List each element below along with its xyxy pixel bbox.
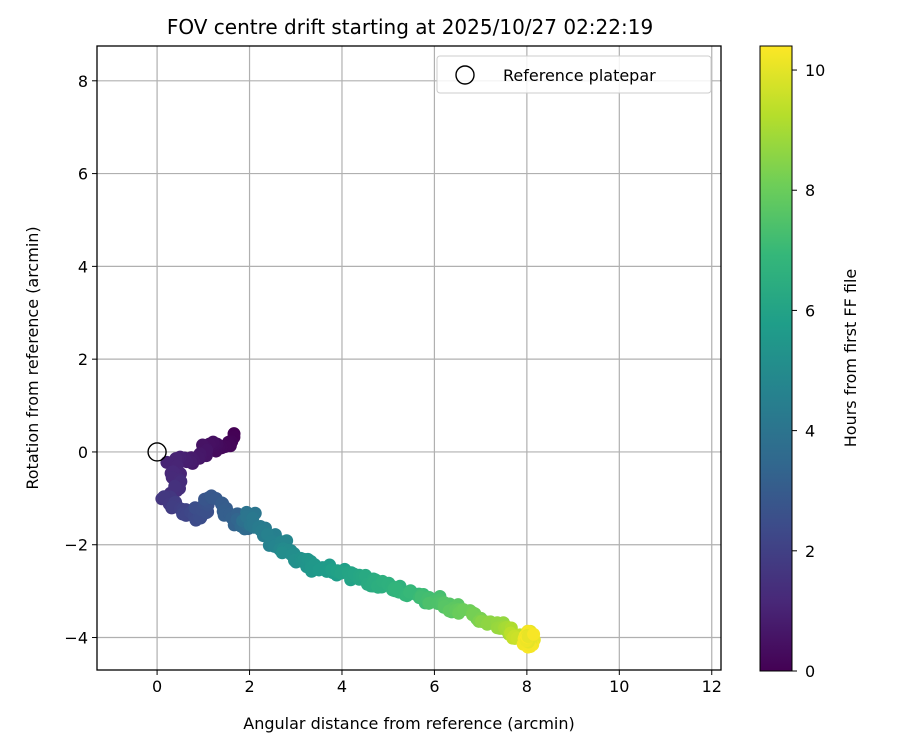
y-tick-label: 4 bbox=[78, 257, 88, 276]
x-tick-label: 8 bbox=[522, 677, 532, 696]
colorbar-label: Hours from first FF file bbox=[841, 269, 860, 448]
colorbar-tick-label: 6 bbox=[805, 301, 815, 320]
data-point bbox=[275, 546, 289, 560]
data-points bbox=[155, 427, 541, 654]
x-tick-label: 6 bbox=[429, 677, 439, 696]
y-tick-label: −2 bbox=[64, 536, 88, 555]
plot-frame bbox=[96, 45, 722, 671]
chart-title: FOV centre drift starting at 2025/10/27 … bbox=[167, 15, 653, 39]
y-axis-label: Rotation from reference (arcmin) bbox=[23, 226, 42, 489]
data-point bbox=[527, 627, 541, 641]
reference-platepar-marker bbox=[147, 442, 167, 462]
legend-box bbox=[436, 55, 712, 94]
y-tick-label: 8 bbox=[78, 72, 88, 91]
colorbar-tick-label: 10 bbox=[805, 61, 825, 80]
legend-entry-reference-platepar: Reference platepar bbox=[503, 66, 656, 85]
colorbar bbox=[759, 45, 793, 672]
y-tick-label: 0 bbox=[78, 443, 88, 462]
colorbar-tick-label: 0 bbox=[805, 662, 815, 681]
x-tick-label: 12 bbox=[702, 677, 722, 696]
x-tick-label: 0 bbox=[152, 677, 162, 696]
colorbar-tick-label: 8 bbox=[805, 181, 815, 200]
legend-marker-circle-icon bbox=[455, 65, 475, 85]
x-tick-label: 2 bbox=[244, 677, 254, 696]
x-tick-label: 10 bbox=[609, 677, 629, 696]
y-tick-label: 6 bbox=[78, 165, 88, 184]
y-tick-label: −4 bbox=[64, 629, 88, 648]
data-point bbox=[168, 479, 182, 493]
legend: Reference platepar bbox=[436, 55, 712, 94]
data-point bbox=[160, 455, 174, 469]
x-axis-label: Angular distance from reference (arcmin) bbox=[243, 714, 574, 733]
grid bbox=[97, 46, 721, 670]
y-axis-ticks: −4 −2 0 2 4 6 8 bbox=[64, 72, 97, 648]
colorbar-ticks: 0 2 4 6 8 10 bbox=[792, 61, 825, 681]
x-tick-label: 4 bbox=[337, 677, 347, 696]
colorbar-tick-label: 2 bbox=[805, 542, 815, 561]
y-tick-label: 2 bbox=[78, 350, 88, 369]
x-axis-ticks: 0 2 4 6 8 10 12 bbox=[152, 670, 722, 696]
colorbar-tick-label: 4 bbox=[805, 422, 815, 441]
reference-marker-group bbox=[147, 442, 167, 462]
